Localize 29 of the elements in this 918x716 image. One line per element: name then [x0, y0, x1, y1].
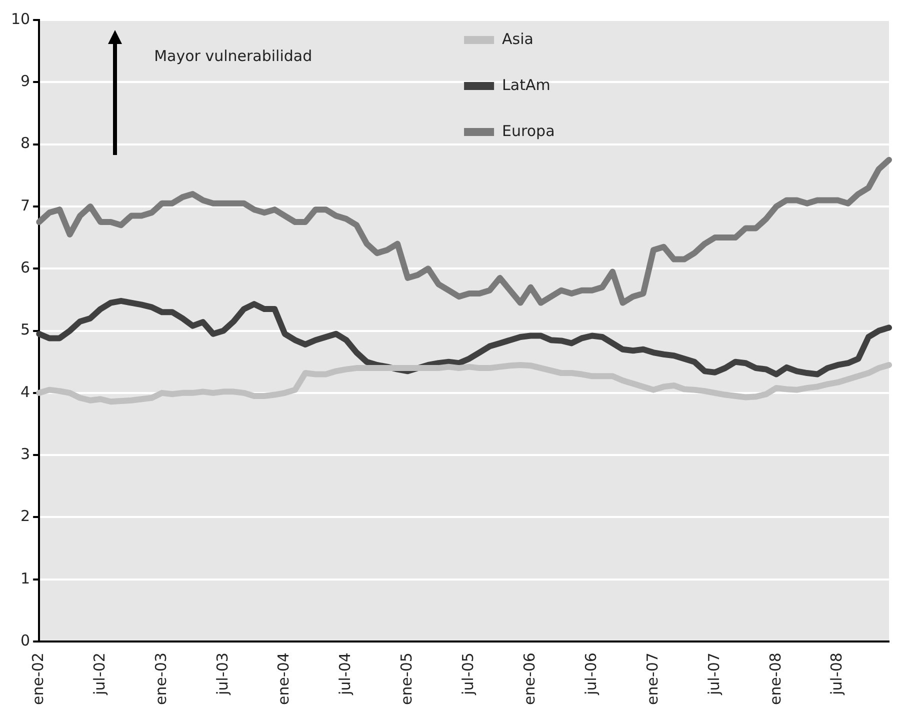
x-tick-label: jul-02 [90, 652, 108, 696]
x-tick-label: jul-07 [704, 652, 723, 696]
x-tick-label: ene-08 [766, 652, 784, 706]
x-tick-label: ene-04 [274, 652, 293, 706]
y-tick-label: 4 [20, 382, 30, 401]
x-tick-label: jul-03 [213, 652, 232, 696]
x-tick-label: ene-02 [28, 652, 47, 706]
x-tick-label: ene-03 [152, 652, 170, 706]
x-tick-label: jul-05 [459, 652, 478, 696]
x-tick-label: jul-06 [582, 652, 600, 696]
annotation: Mayor vulnerabilidad [154, 46, 312, 65]
x-tick-label: jul-08 [828, 652, 846, 696]
y-tick-label: 8 [20, 134, 30, 152]
legend-label: Europa [502, 122, 555, 140]
y-tick-label: 7 [20, 196, 30, 214]
y-tick-label: 5 [20, 320, 30, 339]
y-tick-label: 6 [20, 258, 30, 277]
x-tick-label: ene-07 [643, 652, 662, 706]
y-tick-label: 1 [20, 569, 30, 588]
x-tick-label: ene-06 [520, 652, 538, 706]
y-tick-label: 2 [20, 507, 30, 526]
y-tick-label: 10 [10, 10, 30, 28]
legend-label: LatAm [502, 76, 550, 94]
y-tick-label: 0 [20, 631, 30, 650]
y-tick-label: 9 [20, 72, 30, 90]
x-tick-label: ene-05 [398, 652, 416, 706]
x-tick-label: jul-04 [336, 652, 354, 696]
legend-label: Asia [502, 30, 534, 48]
y-tick-label: 3 [20, 444, 30, 463]
